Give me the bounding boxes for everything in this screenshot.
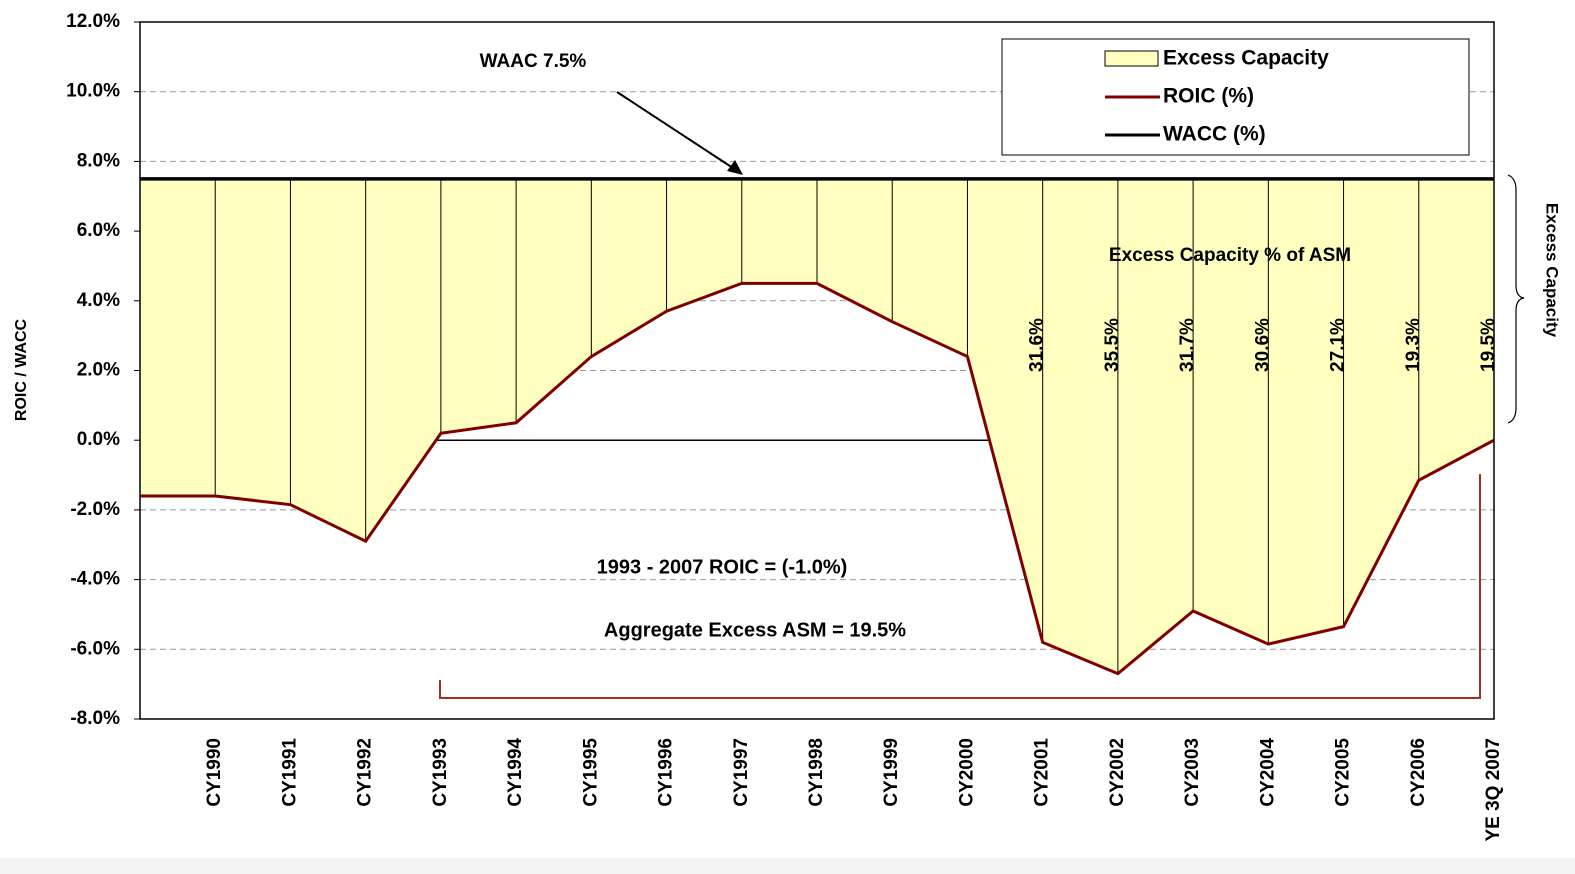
y-tick-label: 2.0% xyxy=(77,360,120,381)
x-tick-label: CY1991 xyxy=(279,738,300,807)
legend-swatch xyxy=(1104,50,1159,67)
x-tick-label: CY1995 xyxy=(580,738,601,807)
legend-label: ROIC (%) xyxy=(1163,85,1254,108)
x-tick-label: CY2000 xyxy=(956,738,977,807)
annotation: 1993 - 2007 ROIC = (-1.0%) xyxy=(597,556,848,578)
arrow xyxy=(616,91,737,171)
excess-label: 19.3% xyxy=(1403,318,1424,372)
x-tick-label: CY2002 xyxy=(1107,738,1128,807)
legend-label: WACC (%) xyxy=(1163,123,1266,146)
x-tick-label: CY1993 xyxy=(430,738,451,807)
bracket xyxy=(439,474,1481,699)
y-tick-label: 8.0% xyxy=(77,150,120,171)
annotation: Aggregate Excess ASM = 19.5% xyxy=(604,619,906,641)
annotation: WAAC 7.5% xyxy=(480,51,587,72)
excess-label: 27.1% xyxy=(1328,318,1349,372)
brace xyxy=(1507,174,1525,424)
x-tick-label: CY1997 xyxy=(731,738,752,807)
excess-label: 19.5% xyxy=(1478,318,1499,372)
x-tick-label: YE 3Q 2007 xyxy=(1483,738,1504,842)
y-tick-label: 0.0% xyxy=(77,429,120,450)
x-tick-label: CY2006 xyxy=(1408,738,1429,807)
excess-label: 31.6% xyxy=(1027,318,1048,372)
series-line xyxy=(140,281,1495,676)
excess-capacity-area xyxy=(140,178,1494,674)
y-axis-title: ROIC / WACC xyxy=(13,318,30,421)
legend-box xyxy=(1001,38,1470,156)
y-tick-label: -4.0% xyxy=(70,569,120,590)
x-tick-label: CY2001 xyxy=(1032,738,1053,807)
y-tick-label: -2.0% xyxy=(70,499,120,520)
excess-label: 31.7% xyxy=(1177,318,1198,372)
y-tick-label: -8.0% xyxy=(70,708,120,729)
y-tick-label: 12.0% xyxy=(66,11,120,32)
x-tick-label: CY2003 xyxy=(1182,738,1203,807)
excess-label: 30.6% xyxy=(1252,318,1273,372)
annotation: Excess Capacity xyxy=(1543,203,1562,338)
y-tick-label: 10.0% xyxy=(66,81,120,102)
x-tick-label: CY1990 xyxy=(204,738,225,807)
x-tick-label: CY1994 xyxy=(505,738,526,807)
x-tick-label: CY1992 xyxy=(355,738,376,807)
x-tick-label: CY2005 xyxy=(1333,738,1354,807)
x-tick-label: CY1996 xyxy=(656,738,677,807)
y-tick-label: -6.0% xyxy=(70,638,120,659)
y-tick-label: 6.0% xyxy=(77,220,120,241)
excess-label: 35.5% xyxy=(1102,318,1123,372)
arrow-head xyxy=(727,160,743,175)
plot-frame xyxy=(139,21,1495,720)
y-tick-label: 4.0% xyxy=(77,290,120,311)
x-tick-label: CY2004 xyxy=(1257,738,1278,807)
x-tick-label: CY1998 xyxy=(806,738,827,807)
annotation: Excess Capacity % of ASM xyxy=(1109,245,1351,266)
legend-label: Excess Capacity xyxy=(1163,47,1329,70)
bottom-strip xyxy=(0,858,1575,874)
x-tick-label: CY1999 xyxy=(881,738,902,807)
